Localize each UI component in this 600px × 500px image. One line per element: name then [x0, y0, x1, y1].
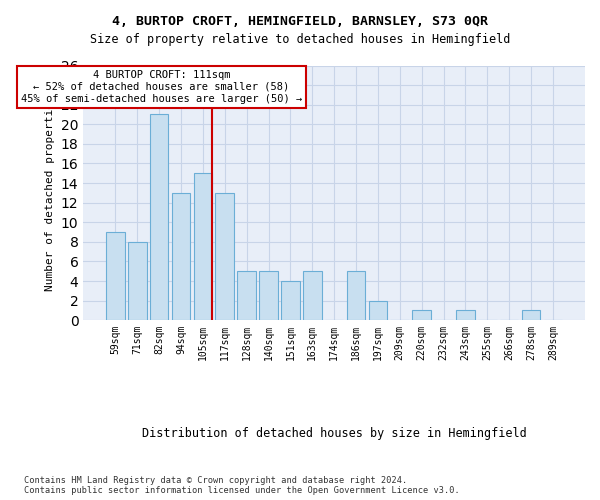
Bar	[347, 271, 365, 320]
Bar	[412, 310, 431, 320]
Bar	[128, 242, 146, 320]
Bar	[368, 300, 387, 320]
Bar	[172, 193, 190, 320]
Bar	[238, 271, 256, 320]
Y-axis label: Number of detached properties: Number of detached properties	[45, 95, 55, 290]
Bar	[522, 310, 541, 320]
Text: Contains HM Land Registry data © Crown copyright and database right 2024.
Contai: Contains HM Land Registry data © Crown c…	[24, 476, 460, 495]
Bar	[215, 193, 234, 320]
Bar	[303, 271, 322, 320]
Bar	[259, 271, 278, 320]
Text: Size of property relative to detached houses in Hemingfield: Size of property relative to detached ho…	[90, 32, 510, 46]
Text: 4, BURTOP CROFT, HEMINGFIELD, BARNSLEY, S73 0QR: 4, BURTOP CROFT, HEMINGFIELD, BARNSLEY, …	[112, 15, 488, 28]
Bar	[194, 174, 212, 320]
Bar	[281, 281, 299, 320]
Bar	[106, 232, 125, 320]
Bar	[150, 114, 169, 320]
Text: 4 BURTOP CROFT: 111sqm
← 52% of detached houses are smaller (58)
45% of semi-det: 4 BURTOP CROFT: 111sqm ← 52% of detached…	[21, 70, 302, 104]
X-axis label: Distribution of detached houses by size in Hemingfield: Distribution of detached houses by size …	[142, 427, 527, 440]
Bar	[456, 310, 475, 320]
